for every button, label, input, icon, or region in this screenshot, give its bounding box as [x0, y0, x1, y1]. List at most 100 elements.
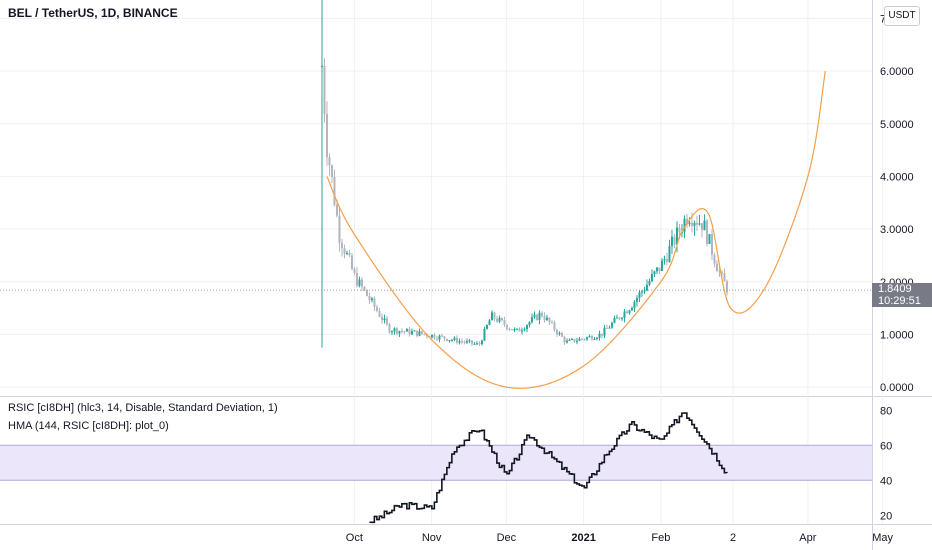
candle-body — [325, 114, 328, 158]
candle-body — [643, 290, 646, 292]
candle-body — [560, 333, 563, 337]
fitted-curve — [326, 71, 826, 389]
candle-body — [700, 223, 703, 231]
price-tick-label: 3.0000 — [880, 224, 914, 236]
candle-body — [590, 336, 593, 340]
candle-body — [543, 316, 546, 320]
hma-legend[interactable]: HMA (144, RSIC [cI8DH]: plot_0) — [8, 420, 169, 432]
candle-body — [443, 336, 446, 339]
candle-body — [705, 220, 708, 244]
candle-body — [413, 330, 416, 332]
candle-body — [445, 338, 448, 341]
candle-body — [403, 331, 406, 333]
rsi-tick-label: 40 — [880, 475, 892, 487]
rsic-legend[interactable]: RSIC [cI8DH] (hlc3, 14, Disable, Standar… — [8, 402, 278, 414]
candle-body — [540, 312, 543, 317]
candle-body — [475, 343, 478, 345]
candle-body — [638, 292, 641, 298]
candle-body — [663, 259, 666, 261]
price-tick-label: 4.0000 — [880, 171, 914, 183]
candle-body — [408, 329, 411, 335]
candle-body — [450, 339, 453, 341]
candle-body — [335, 204, 338, 216]
candle-body — [625, 311, 628, 314]
candle-body — [535, 314, 538, 321]
symbol-title[interactable]: BEL / TetherUS, 1D, BINANCE — [8, 6, 178, 20]
candle-body — [595, 337, 598, 339]
candle-body — [398, 331, 401, 334]
candle-body — [420, 331, 423, 334]
candle-body — [378, 311, 381, 317]
candle-body — [723, 273, 726, 282]
candle-body — [388, 323, 391, 333]
candle-body — [410, 331, 413, 335]
candle-body — [515, 328, 518, 330]
candle-body — [460, 341, 463, 343]
candle-body — [448, 340, 451, 342]
candle-body — [645, 284, 648, 291]
candle-body — [553, 322, 556, 330]
candle-body — [453, 337, 456, 340]
candle-body — [575, 340, 578, 342]
rsi-pane: 20 40 60 80 — [0, 405, 892, 524]
candle-body — [530, 317, 533, 323]
candle-body — [713, 254, 716, 264]
candle-body — [605, 327, 608, 329]
candle-body — [538, 312, 541, 321]
price-tick-label: 1.0000 — [880, 329, 914, 341]
candle-body — [715, 263, 718, 272]
candle-body — [698, 223, 701, 225]
candle-body — [608, 327, 611, 329]
candle-body — [660, 260, 663, 271]
candle-body — [348, 252, 351, 256]
candle-body — [520, 330, 523, 332]
candle-body — [513, 328, 516, 331]
candle-body — [400, 331, 403, 333]
candle-body — [725, 281, 728, 293]
candle-body — [368, 296, 371, 301]
candle-body — [600, 333, 603, 336]
candle-body — [693, 222, 696, 227]
candle-body — [440, 335, 443, 337]
candle-body — [360, 279, 363, 287]
candle-body — [563, 336, 566, 343]
candle-body — [393, 328, 396, 332]
candle-body — [628, 310, 631, 314]
candle-body — [405, 329, 408, 332]
candle-body — [415, 330, 418, 336]
candle-body — [523, 329, 526, 331]
candle-body — [373, 298, 376, 307]
candle-body — [710, 234, 713, 255]
candle-body — [490, 312, 493, 321]
currency-button[interactable]: USDT — [884, 6, 920, 26]
candle-body — [525, 325, 528, 330]
candle-body — [690, 222, 693, 227]
time-tick-label: Feb — [651, 532, 670, 544]
candle-body — [580, 338, 583, 340]
candle-body — [653, 271, 656, 275]
candle-body — [533, 314, 536, 318]
candle-body — [343, 248, 346, 254]
price-tick-label: 0.0000 — [880, 382, 914, 394]
price-axis: 0.00001.00002.00003.00004.00005.00006.00… — [880, 13, 914, 394]
candle-body — [340, 242, 343, 249]
candle-body — [510, 329, 513, 331]
time-tick-label: Nov — [422, 532, 442, 544]
candle-body — [470, 340, 473, 344]
candle-body — [518, 328, 521, 332]
candle-body — [550, 322, 553, 324]
candle-body — [358, 279, 361, 286]
time-tick-label: Apr — [799, 532, 816, 544]
candle-body — [455, 337, 458, 343]
candle-body — [658, 267, 661, 271]
candle-body — [635, 297, 638, 302]
time-tick-label: Dec — [497, 532, 517, 544]
candle-body — [365, 290, 368, 297]
candle-body — [683, 218, 686, 232]
candle-body — [328, 157, 331, 166]
candle-body — [598, 333, 601, 338]
candle-body — [528, 322, 531, 326]
candle-body — [610, 322, 613, 328]
candle-body — [618, 317, 621, 319]
